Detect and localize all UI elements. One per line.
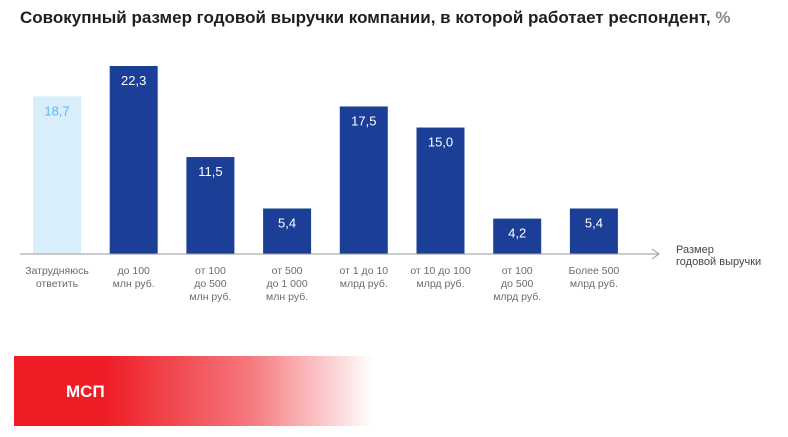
category-label-3-0: от 500 <box>272 265 303 277</box>
bar-value-label-6: 4,2 <box>508 226 526 241</box>
category-label-4-1: млрд руб. <box>340 278 388 290</box>
bar-3 <box>263 208 312 254</box>
bar-value-label-4: 17,5 <box>351 113 376 128</box>
title-text: Совокупный размер годовой выручки компан… <box>20 8 711 27</box>
bar-7 <box>569 208 618 254</box>
category-label-3-1: до 1 000 <box>267 278 308 290</box>
category-label-2-2: млн руб. <box>189 291 231 303</box>
msp-banner-label: МСП <box>66 382 105 401</box>
bar-4 <box>339 106 388 254</box>
bar-6 <box>493 218 542 254</box>
bar-value-label-7: 5,4 <box>585 215 603 230</box>
bar-value-label-3: 5,4 <box>278 215 296 230</box>
category-label-7-0: Более 500 <box>569 265 620 277</box>
bar-5 <box>416 127 465 254</box>
category-label-0-0: Затрудняюсь <box>25 265 89 277</box>
category-label-6-0: от 100 <box>502 265 533 277</box>
bar-0 <box>33 96 81 254</box>
bar-value-label-2: 11,5 <box>198 164 222 179</box>
category-label-4-0: от 1 до 10 <box>339 265 388 277</box>
bar-value-label-5: 15,0 <box>428 135 453 150</box>
bar-2 <box>186 157 235 254</box>
msp-banner <box>14 356 374 426</box>
bar-value-label-1: 22,3 <box>121 73 146 88</box>
category-label-6-2: млрд руб. <box>493 291 541 303</box>
x-axis-label-0: Размер <box>676 244 714 256</box>
category-label-1-1: млн руб. <box>113 278 155 290</box>
x-axis-label-1: годовой выручки <box>676 256 761 268</box>
bar-value-label-0: 18,7 <box>44 103 69 118</box>
bar-1 <box>109 66 158 254</box>
category-label-2-1: до 500 <box>194 278 227 290</box>
title-unit: % <box>715 8 731 27</box>
category-label-3-2: млн руб. <box>266 291 308 303</box>
category-label-7-1: млрд руб. <box>570 278 618 290</box>
x-axis-arrow <box>651 248 660 260</box>
category-label-2-0: от 100 <box>195 265 226 277</box>
category-label-1-0: до 100 <box>117 265 150 277</box>
category-label-6-1: до 500 <box>501 278 534 290</box>
category-label-5-0: от 10 до 100 <box>410 265 470 277</box>
category-label-0-1: ответить <box>36 278 79 290</box>
category-label-5-1: млрд руб. <box>416 278 464 290</box>
chart-title: Совокупный размер годовой выручки компан… <box>20 8 780 28</box>
